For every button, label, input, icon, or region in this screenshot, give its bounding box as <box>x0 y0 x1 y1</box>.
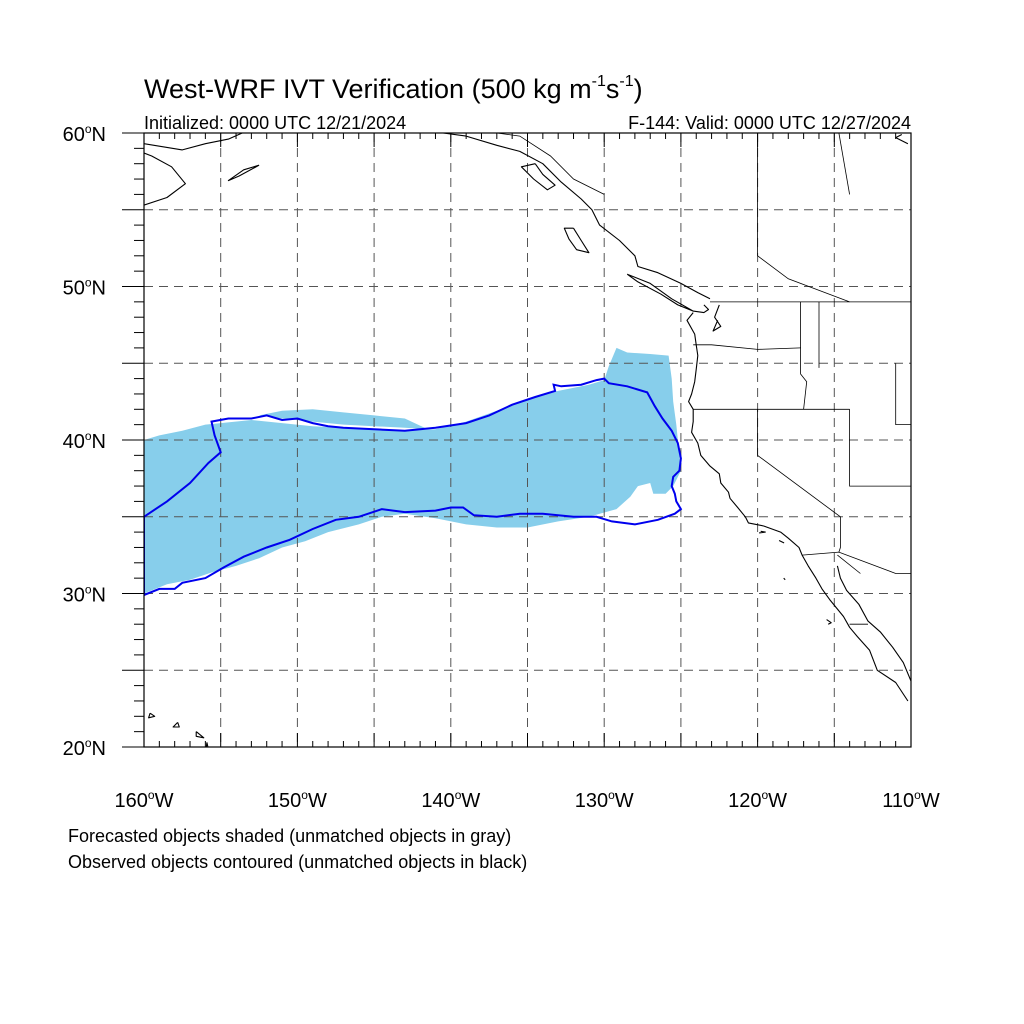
lat-tick-label: 50oN <box>63 276 106 300</box>
coastline <box>172 722 180 728</box>
map-layers <box>144 133 911 747</box>
lat-tick-label: 20oN <box>63 736 106 760</box>
border-line <box>757 409 841 553</box>
valid-time-label: F-144: Valid: 0000 UTC 12/27/2024 <box>628 113 911 133</box>
lon-tick-label: 140oW <box>421 788 480 812</box>
figure-title: West-WRF IVT Verification (500 kg m-1s-1… <box>144 73 643 104</box>
border-line <box>837 554 861 574</box>
coastline <box>783 577 786 581</box>
observed-legend-note: Observed objects contoured (unmatched ob… <box>68 852 528 872</box>
coastline <box>778 540 785 544</box>
coastline <box>520 163 556 191</box>
graticule <box>144 133 911 747</box>
lon-tick-label: 120oW <box>728 788 787 812</box>
coastline <box>144 152 186 206</box>
coastline <box>563 227 590 254</box>
coastline <box>443 133 711 300</box>
coastline <box>144 133 243 151</box>
coastline <box>693 304 710 314</box>
forecast-legend-note: Forecasted objects shaded (unmatched obj… <box>68 826 512 846</box>
lat-tick-label: 30oN <box>63 583 106 607</box>
border-line <box>849 409 911 487</box>
coastline <box>826 619 832 625</box>
border-line <box>693 344 801 350</box>
initialized-label: Initialized: 0000 UTC 12/21/2024 <box>144 113 406 133</box>
coastline <box>148 712 156 719</box>
political-borders <box>435 133 911 625</box>
coastline <box>626 273 694 312</box>
lon-tick-label: 160oW <box>115 788 174 812</box>
border-line <box>757 133 850 303</box>
border-line <box>838 133 850 195</box>
border-line <box>802 551 911 574</box>
coastline <box>836 565 911 682</box>
lon-tick-label: 110oW <box>882 788 940 812</box>
forecast-object <box>144 347 681 594</box>
coastline <box>759 530 766 534</box>
coastline <box>227 164 260 182</box>
coastline <box>712 304 722 332</box>
coastline <box>195 731 205 739</box>
lat-tick-label: 40oN <box>63 429 106 453</box>
border-line <box>800 301 808 410</box>
coastlines <box>144 133 911 747</box>
lon-tick-label: 130oW <box>575 788 634 812</box>
lat-tick-label: 60oN <box>63 122 106 146</box>
lon-tick-label: 150oW <box>268 788 327 812</box>
observed-object-contour <box>144 377 683 597</box>
axis-ticks: 160oW 150oW 140oW 130oW 120oW 110oW 60oN 50oN 40… <box>63 122 940 812</box>
coastline <box>686 312 909 702</box>
border-line <box>895 363 911 425</box>
